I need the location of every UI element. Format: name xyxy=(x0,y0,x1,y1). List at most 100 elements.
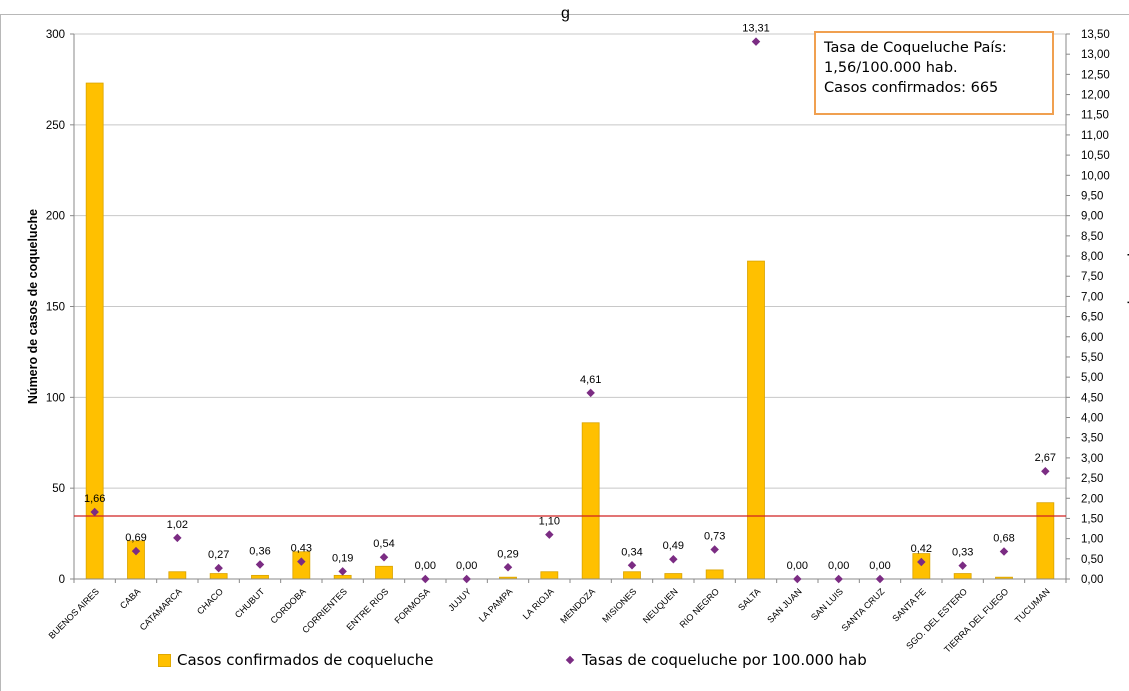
y2-tick-label: 5,00 xyxy=(1081,372,1103,384)
rate-marker xyxy=(255,560,265,569)
y2-tick-label: 10,00 xyxy=(1081,170,1110,182)
bar xyxy=(168,571,187,580)
rate-marker xyxy=(999,547,1009,556)
bar xyxy=(333,574,352,580)
chart-title-fragment: g xyxy=(561,5,570,22)
y-tick-label: 150 xyxy=(46,302,65,314)
rate-marker xyxy=(90,507,99,517)
y2-tick-label: 1,50 xyxy=(1081,513,1103,525)
x-tick-label: SAN JUAN xyxy=(765,586,804,625)
rate-label: 0,33 xyxy=(952,547,973,559)
x-tick-label: LA RIOJA xyxy=(521,586,556,621)
country-rate-info-box: Tasa de Coqueluche País: 1,56/100.000 ha… xyxy=(814,31,1054,115)
rate-label: 1,02 xyxy=(167,519,188,531)
rate-marker xyxy=(793,574,802,584)
bar xyxy=(375,565,393,580)
rate-label: 0,43 xyxy=(291,543,312,555)
legend-item-rates: Tasas de coqueluche por 100.000 hab xyxy=(564,651,867,669)
info-line-1: Tasa de Coqueluche País: xyxy=(824,40,1007,56)
y2-tick-label: 10,50 xyxy=(1081,150,1110,162)
bar xyxy=(953,573,972,580)
x-tick-label: BUENOS AIRES xyxy=(47,586,101,640)
rate-label: 1,66 xyxy=(84,493,105,505)
grid-layer xyxy=(74,33,1066,580)
rate-marker xyxy=(669,554,678,564)
x-tick-label: CHACO xyxy=(195,586,225,616)
bars-layer xyxy=(85,82,1055,580)
rate-marker xyxy=(379,552,389,562)
y-tick-label: 300 xyxy=(46,29,65,41)
rate-label: 0,34 xyxy=(621,546,642,558)
y2-tick-label: 4,50 xyxy=(1081,392,1103,404)
bar xyxy=(747,260,765,580)
x-tick-label: TUCUMAN xyxy=(1013,586,1052,625)
rate-marker xyxy=(751,37,761,46)
x-tick-label: CORDOBA xyxy=(268,586,307,625)
x-tick-label: CORRIENTES xyxy=(300,586,349,635)
y2-tick-label: 7,50 xyxy=(1081,271,1103,283)
labels-layer: 1,66 0,69 1,02 0,27 0,36 0,43 0,19 0,54 0,00 0,00… xyxy=(84,23,1056,572)
y2-tick-label: 12,00 xyxy=(1081,90,1110,102)
y2-tick-label: 2,50 xyxy=(1081,473,1103,485)
y2-tick-label: 6,00 xyxy=(1081,332,1103,344)
rate-marker xyxy=(338,567,347,576)
rate-label: 0,00 xyxy=(869,560,890,572)
rate-label: 0,00 xyxy=(787,560,808,572)
y2-tick-label: 8,00 xyxy=(1081,251,1103,263)
y2-tick-label: 13,50 xyxy=(1081,29,1110,41)
x-tick-label: LA PAMPA xyxy=(477,586,515,624)
y-tick-label: 100 xyxy=(46,392,65,404)
rate-label: 0,36 xyxy=(249,545,270,557)
rate-label: 2,67 xyxy=(1035,452,1056,464)
rate-label: 0,42 xyxy=(911,543,932,555)
x-tick-label: SALTA xyxy=(736,586,762,612)
rate-label: 0,29 xyxy=(497,548,518,560)
x-tick-label: JUJUY xyxy=(446,586,473,613)
bar xyxy=(540,571,559,580)
rate-label: 0,49 xyxy=(663,540,684,552)
info-line-3: Casos confirmados: 665 xyxy=(824,80,999,96)
rate-marker xyxy=(958,561,967,570)
y2-tick-label: 9,00 xyxy=(1081,211,1103,223)
rate-label: 13,31 xyxy=(742,23,770,35)
bar xyxy=(705,569,724,580)
rate-marker xyxy=(462,574,471,584)
rate-marker xyxy=(545,530,554,539)
y2-tick-label: 0,50 xyxy=(1081,554,1103,566)
y2-tick-label: 3,00 xyxy=(1081,453,1103,465)
y-axis-title: Número de casos de coqueluche xyxy=(26,209,40,404)
y2-axis-title: Tasa de coqueluche por 100.000 habitante… xyxy=(1127,194,1129,420)
x-tick-label: CABA xyxy=(118,586,142,610)
bar xyxy=(1036,502,1055,580)
x-tick-label: FORMOSA xyxy=(392,586,431,625)
y2-tick-label: 9,50 xyxy=(1081,190,1103,202)
x-tick-label: SANTA CRUZ xyxy=(840,586,887,633)
rate-marker xyxy=(173,533,182,543)
rate-label: 0,27 xyxy=(208,549,229,561)
rate-label: 1,10 xyxy=(539,516,560,528)
bar xyxy=(127,540,145,580)
rate-marker xyxy=(586,388,595,398)
bar xyxy=(664,573,683,580)
bar xyxy=(581,422,600,580)
rate-label: 0,68 xyxy=(993,533,1014,545)
legend-item-cases: Casos confirmados de coqueluche xyxy=(158,651,433,669)
x-tick-label: MENDOZA xyxy=(558,586,597,625)
y-tick-label: 200 xyxy=(46,211,65,223)
y-tick-label: 50 xyxy=(52,483,65,495)
y2-tick-label: 5,50 xyxy=(1081,352,1103,364)
x-tick-label: RIO NEGRO xyxy=(678,586,721,629)
chart-frame: g xyxy=(0,5,1129,691)
y2-tick-label: 12,50 xyxy=(1081,69,1110,81)
y2-tick-label: 3,50 xyxy=(1081,433,1103,445)
y2-tick-label: 0,00 xyxy=(1081,574,1103,586)
rate-label: 0,69 xyxy=(125,532,146,544)
rate-marker xyxy=(503,563,513,572)
rate-label: 0,00 xyxy=(456,560,477,572)
rate-label: 4,61 xyxy=(580,374,601,386)
y2-tick-label: 6,50 xyxy=(1081,312,1103,324)
legend-label-cases: Casos confirmados de coqueluche xyxy=(177,651,434,669)
legend-label-rates: Tasas de coqueluche por 100.000 hab xyxy=(582,651,867,669)
x-tick-label: MISIONES xyxy=(600,586,638,624)
